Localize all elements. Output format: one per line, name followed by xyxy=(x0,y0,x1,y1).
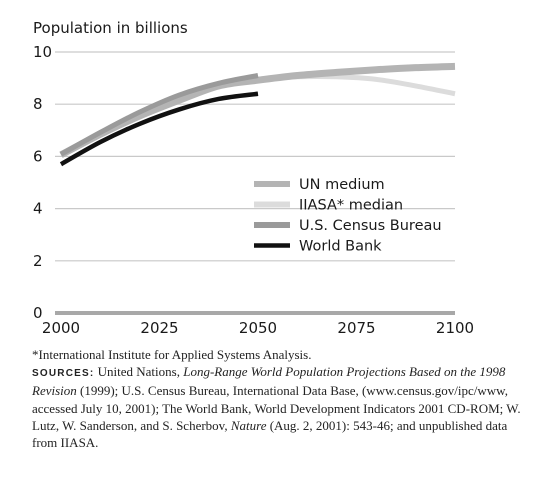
x-tick-2075: 2075 xyxy=(337,319,375,337)
sources-note: SOURCES: United Nations, Long-Range Worl… xyxy=(32,363,532,451)
sources-text-2: (1999); U.S. Census Bureau, Internationa… xyxy=(32,383,521,433)
series-line-un-medium xyxy=(59,62,456,158)
x-tick-2000: 2000 xyxy=(42,319,80,337)
series-line-iiasa-median xyxy=(59,73,456,158)
series-line-u-s-census-bureau xyxy=(59,73,259,157)
series-line-world-bank xyxy=(59,91,259,167)
y-tick-4: 4 xyxy=(33,200,43,218)
sources-title-1: Long-Range World Population Projections … xyxy=(32,364,506,399)
series-lines xyxy=(59,62,456,167)
y-tick-0: 0 xyxy=(33,304,43,322)
sources-text-3: (Aug. 2, 2001): 543-46; and unpublished … xyxy=(32,417,508,451)
legend-label-u-s-census-bureau: U.S. Census Bureau xyxy=(299,218,442,234)
legend-label-world-bank: World Bank xyxy=(299,239,382,255)
y-tick-2: 2 xyxy=(33,252,43,270)
asterisk-note: *International Institute for Applied Sys… xyxy=(32,347,312,362)
sources-title-2: Nature xyxy=(230,417,267,433)
y-tick-8: 8 xyxy=(33,95,43,113)
y-tick-labels: 0 2 4 6 8 10 xyxy=(33,43,52,322)
legend-label-un-medium: UN medium xyxy=(299,177,385,193)
y-tick-10: 10 xyxy=(33,43,52,61)
gridlines xyxy=(55,51,455,315)
x-tick-2025: 2025 xyxy=(140,319,178,337)
sources-text-1: United Nations, xyxy=(97,364,180,380)
y-axis-title: Population in billions xyxy=(33,19,188,37)
legend: UN medium IIASA* median U.S. Census Bureau… xyxy=(254,177,442,255)
legend-label-iiasa-median: IIASA* median xyxy=(299,198,403,214)
x-tick-2100: 2100 xyxy=(436,319,474,337)
sources-label: SOURCES: xyxy=(32,368,95,380)
x-tick-2050: 2050 xyxy=(239,319,277,337)
footnote: *International Institute for Applied Sys… xyxy=(32,346,532,451)
y-tick-6: 6 xyxy=(33,147,43,165)
x-tick-labels: 2000 2025 2050 2075 2100 xyxy=(42,319,474,337)
